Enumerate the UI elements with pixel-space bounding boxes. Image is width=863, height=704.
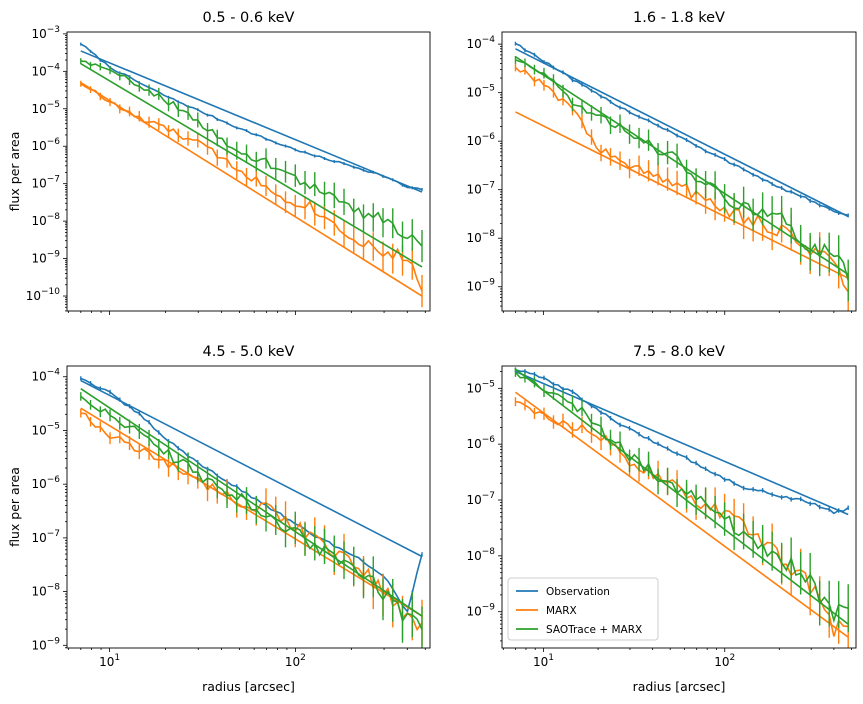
saotrace-marx-data-line	[80, 60, 423, 247]
panel-2: 10−9 10−8 10−7 10−6 10−5 10−4 1.6 - 1.8 keV	[466, 10, 857, 315]
x-tick-label: 101	[99, 653, 120, 669]
y-tick-label: 10−8	[31, 583, 60, 599]
y-tick-label: 10−9	[466, 603, 495, 619]
y-tick-label: 10−5	[31, 100, 60, 116]
y-tick-label: 10−6	[31, 137, 60, 153]
y-tick-label: 10−6	[31, 475, 60, 491]
y-tick-label: 10−8	[31, 212, 60, 228]
axes-frame	[501, 365, 857, 649]
x-tick-label: 102	[714, 653, 735, 669]
y-tick-label: 10−7	[31, 529, 60, 545]
plot-area	[514, 367, 849, 648]
legend-label: SAOTrace + MARX	[546, 624, 642, 636]
axes-frame	[66, 31, 431, 312]
x-axis-label: radius [arcsec]	[202, 679, 295, 694]
y-tick-label: 10−4	[31, 368, 60, 384]
observation-model-line	[515, 370, 849, 516]
y-tick-label: 10−5	[466, 379, 495, 395]
saotrace-marx-data-line	[514, 371, 849, 624]
saotrace-marx-model-line	[514, 368, 849, 625]
observation-data-line	[515, 42, 849, 217]
plot-area	[514, 41, 849, 311]
observation-model-line	[80, 50, 423, 193]
x-tick-label: 102	[285, 653, 306, 669]
saotrace-marx-model-line	[80, 62, 423, 268]
saotrace-marx-data-line	[515, 59, 849, 281]
axes-frame	[501, 31, 857, 312]
y-tick-label: 10−7	[466, 491, 495, 507]
saotrace-marx-model-line	[515, 56, 849, 276]
panel-3: 10−9 10−8 10−7 10−6 10−5 10−4 101 102 4.5 - 5.0 …	[7, 344, 431, 694]
y-tick-label: 10−4	[31, 62, 60, 78]
y-tick-label: 10−7	[466, 181, 495, 197]
y-tick-label: 10−5	[31, 421, 60, 437]
plot-area	[80, 42, 423, 308]
x-axis-label: radius [arcsec]	[633, 679, 726, 694]
panel-title: 7.5 - 8.0 keV	[633, 344, 725, 360]
saotrace-marx-model-line	[80, 387, 423, 617]
y-tick-label: 10−9	[31, 250, 60, 266]
y-tick-label: 10−8	[466, 229, 495, 245]
marx-model-line	[515, 111, 849, 279]
y-tick-label: 10−6	[466, 132, 495, 148]
y-axis-label: flux per area	[7, 467, 22, 547]
panel-1: 10−10 10−9 10−8 10−7 10−6 10−5 10−4 10−3 0.5 - 0…	[7, 10, 431, 315]
y-tick-label: 10−9	[466, 278, 495, 294]
y-tick-label: 10−5	[466, 84, 495, 100]
y-tick-label: 10−3	[31, 25, 60, 41]
y-tick-label: 10−8	[466, 547, 495, 563]
y-tick-label: 10−10	[26, 287, 61, 303]
panel-title: 4.5 - 5.0 keV	[203, 344, 295, 360]
marx-model-line	[514, 391, 849, 638]
legend-label: Observation	[546, 586, 610, 598]
y-tick-label: 10−7	[31, 175, 60, 191]
legend-label: MARX	[546, 605, 577, 617]
plot-area	[80, 376, 423, 648]
marx-data-line	[80, 412, 423, 632]
axes-frame	[66, 365, 431, 649]
marx-data-line	[514, 66, 849, 293]
panel-4: 10−9 10−8 10−7 10−6 10−5 101 102 7.5 - 8.0 keV r…	[466, 344, 857, 694]
x-tick-label: 101	[533, 653, 554, 669]
observation-data-line	[80, 377, 423, 614]
y-tick-label: 10−9	[31, 636, 60, 652]
panel-title: 1.6 - 1.8 keV	[633, 10, 725, 26]
marx-model-line	[80, 407, 423, 617]
marx-model-line	[80, 81, 423, 297]
marx-data-line	[80, 83, 423, 292]
y-tick-label: 10−4	[466, 35, 495, 51]
y-tick-label: 10−6	[466, 435, 495, 451]
panel-title: 0.5 - 0.6 keV	[203, 10, 295, 26]
legend-box	[507, 577, 659, 641]
observation-model-line	[80, 379, 423, 558]
observation-data-line	[515, 368, 849, 515]
observation-data-line	[80, 43, 423, 191]
observation-model-line	[515, 48, 849, 218]
legend: Observation MARX SAOTrace + MARX	[507, 577, 659, 641]
y-axis-label: flux per area	[7, 132, 22, 212]
